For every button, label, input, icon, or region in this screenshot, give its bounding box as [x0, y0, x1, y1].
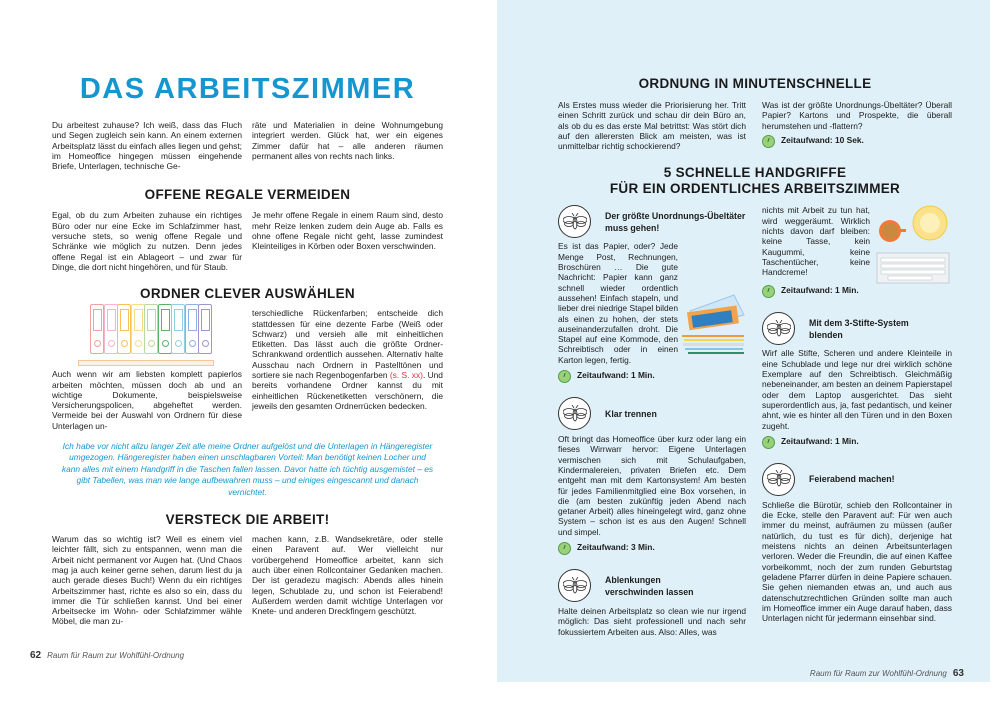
- binder: [171, 304, 185, 355]
- text: . Und bereits vorhandene Ordner kannst d…: [252, 370, 443, 411]
- heading-line: FÜR EIN ORDENTLICHES ARBEITSZIMMER: [609, 181, 901, 197]
- time-label: Zeitaufwand: 1 Min.: [577, 370, 655, 381]
- clock-icon: [558, 370, 571, 384]
- binder: [117, 304, 131, 355]
- tip: Klar trennen Oft bringt das Homeoffice ü…: [558, 397, 746, 556]
- section-heading: ORDNUNG IN MINUTENSCHNELLE: [638, 76, 872, 91]
- tip: Ablenkungen verschwinden lassen Halte de…: [558, 569, 746, 637]
- time-estimate: Zeitaufwand: 1 Min.: [762, 285, 952, 299]
- tip-title: Klar trennen: [605, 408, 657, 419]
- section-heading: OFFENE REGALE VERMEIDEN: [144, 187, 351, 203]
- papers-illustration: [682, 294, 745, 355]
- section-body: Warum das so wichtig ist? Weil es einem …: [52, 534, 443, 627]
- intro: Du arbeitest zuhause? Ich weiß, dass das…: [52, 120, 443, 171]
- tip: Mit dem 3-Stifte-System blenden Wirf all…: [762, 312, 952, 449]
- tip-title: Ablenkungen verschwinden lassen: [605, 574, 694, 597]
- intro-col1: Als Erstes muss wieder die Priorisierung…: [558, 100, 746, 152]
- section-col2: terschiedliche Rückenfarben; entscheide …: [252, 308, 443, 431]
- right-page: ORDNUNG IN MINUTENSCHNELLE Als Erstes mu…: [558, 76, 952, 651]
- time-label: Zeitaufwand: 1 Min.: [781, 285, 859, 296]
- text: terschiedliche Rückenfarben; entscheide …: [252, 308, 443, 381]
- section-heading: ORDNER CLEVER AUSWÄHLEN: [140, 286, 355, 302]
- section-col1: Egal, ob du zum Arbeiten zuhause ein ric…: [52, 210, 242, 272]
- tip-text-continued: nichts mit Arbeit zu tun hat, wird wegge…: [762, 205, 870, 278]
- right-footer: Raum für Raum zur Wohlfühl-Ordnung 63: [810, 668, 964, 680]
- quote: Ich habe vor nicht allzu langer Zeit all…: [61, 441, 434, 497]
- binder: [198, 304, 212, 355]
- clock-icon: [558, 542, 571, 556]
- footer: Raum für Raum zur Wohlfühl-Ordnung: [47, 651, 185, 660]
- section-col2: machen kann, z.B. Wandsekretäre, oder st…: [252, 534, 443, 617]
- main-heading: 5 SCHNELLE HANDGRIFFE FÜR EIN ORDENTLICHE…: [558, 165, 952, 197]
- section-heading: VERSTECK DIE ARBEIT!: [165, 512, 330, 528]
- tip-text: Wirf alle Stifte, Scheren und andere Kle…: [762, 348, 952, 431]
- section-col1-wrap: Auch wenn wir am liebsten komplett papie…: [52, 304, 242, 431]
- binder: [184, 304, 199, 355]
- bee-icon: [558, 397, 591, 431]
- section-body: Egal, ob du zum Arbeiten zuhause ein ric…: [52, 210, 443, 272]
- intro-col2: räte und Materialien in deine Wohnumgebu…: [252, 120, 443, 161]
- time-label: Zeitaufwand: 3 Min.: [577, 542, 655, 553]
- intro-col1: Du arbeitest zuhause? Ich weiß, dass das…: [52, 120, 242, 172]
- tips-col1: Der größte Unordnungs-Übeltäter muss geh…: [558, 205, 746, 650]
- page-number: 63: [952, 668, 964, 679]
- tip-text: Oft bringt das Homeoffice über kurz oder…: [558, 434, 746, 537]
- bee-icon: [558, 569, 591, 603]
- page-number: 62: [30, 650, 42, 661]
- tip: Feierabend machen! Schließe die Bürotür,…: [762, 462, 952, 624]
- section-col1: Auch wenn wir am liebsten komplett papie…: [52, 369, 242, 431]
- binder: [90, 304, 104, 355]
- bee-icon: [558, 205, 591, 239]
- tip: Der größte Unordnungs-Übeltäter muss geh…: [558, 205, 746, 384]
- clock-icon: [762, 285, 775, 299]
- tips: Der größte Unordnungs-Übeltäter muss geh…: [558, 205, 952, 650]
- left-page: DAS ARBEITSZIMMER Du arbeitest zuhause? …: [52, 72, 443, 627]
- keyboard-illustration: [880, 258, 946, 281]
- tip-text: Halte deinen Arbeitsplatz so clean wie n…: [558, 606, 746, 637]
- binders-illustration: [78, 304, 216, 367]
- tip-title: Der größte Unordnungs-Übeltäter muss geh…: [605, 210, 746, 233]
- time-label: Zeitaufwand: 1 Min.: [781, 435, 859, 446]
- binder: [103, 304, 118, 355]
- time-estimate: Zeitaufwand: 1 Min.: [762, 435, 952, 449]
- clock-icon: [762, 134, 775, 148]
- section-col1: Warum das so wichtig ist? Weil es einem …: [52, 534, 242, 627]
- tip-title: Feierabend machen!: [809, 474, 895, 485]
- bee-icon: [762, 312, 795, 346]
- heading-line: 5 SCHNELLE HANDGRIFFE: [663, 165, 847, 181]
- page-title: DAS ARBEITSZIMMER: [79, 73, 416, 105]
- page-reference[interactable]: (s. S. xx): [389, 370, 423, 381]
- tip-text: Schließe die Bürotür, schieb den Rollcon…: [762, 499, 952, 624]
- tip-continued: nichts mit Arbeit zu tun hat, wird wegge…: [762, 205, 952, 299]
- clock-icon: [762, 435, 775, 449]
- time-estimate: Zeitaufwand: 3 Min.: [558, 542, 746, 556]
- left-footer: 62 Raum für Raum zur Wohlfühl-Ordnung: [30, 650, 184, 662]
- footer: Raum für Raum zur Wohlfühl-Ordnung: [809, 669, 947, 678]
- section-col2: Je mehr offene Regale in einem Raum sind…: [252, 210, 443, 252]
- binder: [144, 304, 158, 355]
- tip-title: Mit dem 3-Stifte-System blenden: [809, 317, 909, 340]
- binder: [157, 304, 172, 355]
- coffee-illustration: [876, 205, 950, 284]
- tips-col2: nichts mit Arbeit zu tun hat, wird wegge…: [762, 205, 952, 650]
- time-estimate: Zeitaufwand: 10 Sek.: [762, 134, 952, 148]
- intro: Als Erstes muss wieder die Priorisierung…: [558, 100, 952, 151]
- time-label: Zeitaufwand: 10 Sek.: [781, 134, 864, 145]
- binder: [130, 304, 145, 355]
- time-estimate: Zeitaufwand: 1 Min.: [558, 370, 658, 384]
- bee-icon: [762, 462, 795, 496]
- section-body: Auch wenn wir am liebsten komplett papie…: [52, 304, 443, 431]
- intro-col2: Was ist der größte Unordnungs-Übeltäter?…: [762, 100, 952, 131]
- tip-text-body: Es ist das Papier, oder? Jede Menge Post…: [558, 241, 678, 365]
- tip-text: Es ist das Papier, oder? Jede Menge Post…: [558, 241, 746, 384]
